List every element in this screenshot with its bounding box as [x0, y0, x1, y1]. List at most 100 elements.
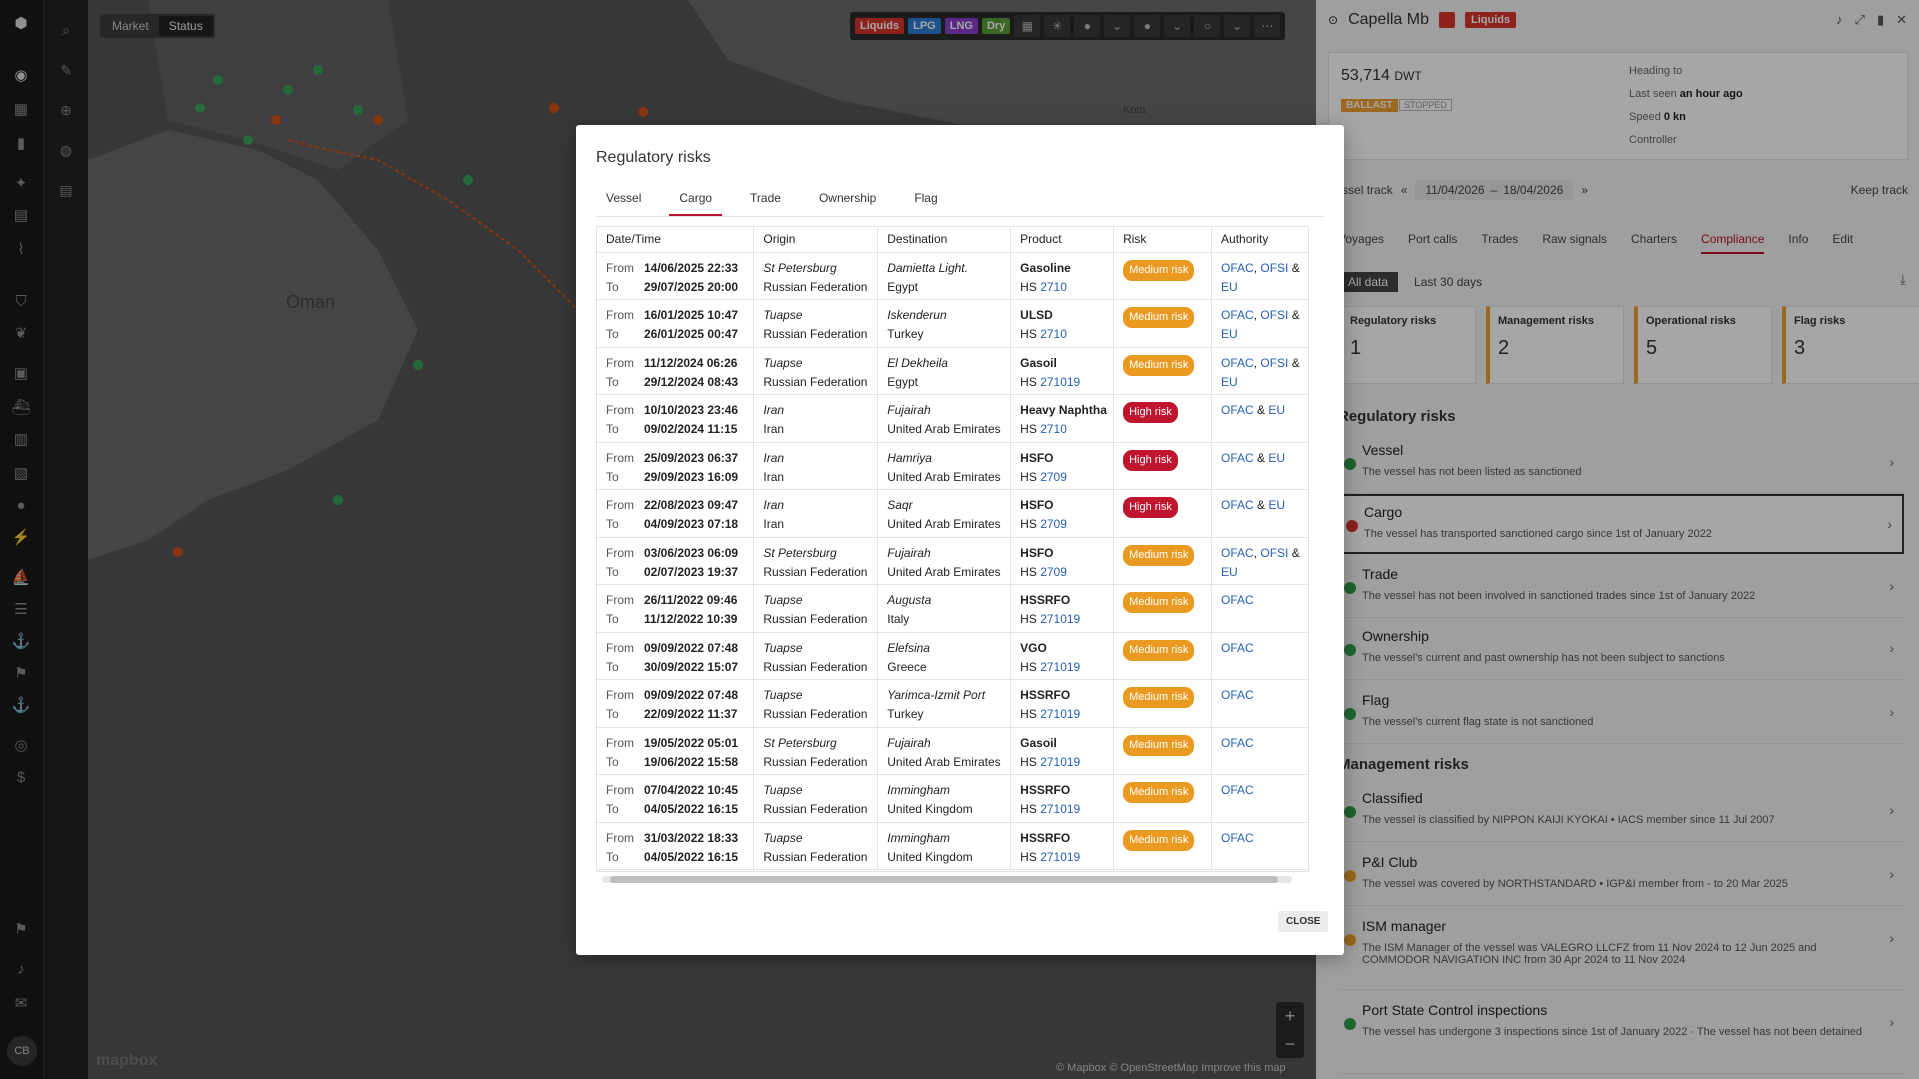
table-row[interactable]: From 09/09/2022 07:48 To 30/09/2022 15:07 Tu…: [597, 632, 1308, 680]
table-row[interactable]: From 11/12/2024 06:26 To 29/12/2024 08:43 Tu…: [597, 347, 1308, 395]
circle-icon[interactable]: ○: [1194, 15, 1221, 37]
hs-code-link[interactable]: 2710: [1040, 422, 1067, 436]
prev-week-icon[interactable]: «: [1400, 183, 1408, 197]
user-avatar[interactable]: CB: [7, 1036, 37, 1066]
modal-tab-ownership[interactable]: Ownership: [818, 191, 877, 205]
modal-tab-flag[interactable]: Flag: [914, 191, 938, 205]
chip-lng[interactable]: LNG: [944, 18, 978, 34]
target-icon[interactable]: ◎: [14, 737, 28, 754]
chip-dry[interactable]: Dry: [981, 18, 1011, 34]
leaf-icon[interactable]: ❦: [14, 325, 28, 342]
crane-icon[interactable]: ⚓: [11, 633, 31, 650]
flag-icon[interactable]: ⚑: [14, 921, 28, 938]
horizontal-scrollbar[interactable]: [602, 876, 1292, 883]
table-row[interactable]: From 10/10/2023 23:46 To 09/02/2024 11:15 Ir…: [597, 394, 1308, 443]
reg-item-cargo[interactable]: Cargo The vessel has transported sanction…: [1338, 494, 1904, 554]
authority-link[interactable]: OFAC: [1221, 735, 1254, 750]
authority-link[interactable]: OFSI: [1260, 308, 1289, 322]
map-attribution[interactable]: © Mapbox © OpenStreetMap Improve this ma…: [1056, 1062, 1286, 1074]
chevron-down-icon[interactable]: ⌄: [1164, 15, 1191, 37]
col-origin[interactable]: Origin: [753, 227, 879, 253]
hs-code-link[interactable]: 2709: [1040, 517, 1067, 531]
risk-card-management[interactable]: Management risks 2: [1486, 306, 1624, 384]
table-row[interactable]: From 16/01/2025 10:47 To 26/01/2025 00:47 Tu…: [597, 299, 1308, 348]
weather-icon[interactable]: ✳: [1044, 15, 1071, 37]
reg-item-trade[interactable]: Trade The vessel has not been involved in…: [1338, 558, 1904, 618]
grid-icon[interactable]: ▦: [1014, 15, 1041, 37]
filter-all-data[interactable]: All data: [1338, 272, 1399, 292]
bell-icon[interactable]: ♪: [17, 960, 25, 978]
status-red-icon[interactable]: ●: [1134, 15, 1161, 37]
search-icon[interactable]: ⌕: [62, 21, 70, 38]
chip-liquids[interactable]: Liquids: [855, 18, 905, 34]
authority-link[interactable]: EU: [1268, 450, 1286, 465]
layers-icon[interactable]: ▤: [59, 181, 73, 198]
track-date-range[interactable]: 11/04/2026–18/04/2026: [1415, 180, 1574, 200]
news-icon[interactable]: ▤: [13, 207, 29, 224]
authority-link[interactable]: OFAC: [1221, 355, 1254, 370]
radar-icon[interactable]: ◍: [59, 141, 73, 158]
dollar-icon[interactable]: $: [16, 768, 26, 786]
zoom-out-button[interactable]: −: [1284, 1033, 1296, 1054]
mgmt-item-psc-inspections[interactable]: Port State Control inspections The vessel…: [1338, 994, 1904, 1074]
more-icon[interactable]: ⋯: [1254, 15, 1281, 37]
tab-voyages[interactable]: Voyages: [1338, 232, 1385, 246]
chevron-down-icon[interactable]: ⌄: [1224, 15, 1251, 37]
tab-edit[interactable]: Edit: [1832, 232, 1854, 246]
tab-compliance[interactable]: Compliance: [1701, 232, 1765, 254]
authority-link[interactable]: EU: [1268, 498, 1286, 512]
zoom-in-button[interactable]: +: [1284, 1005, 1296, 1026]
authority-link[interactable]: OFAC: [1221, 783, 1254, 797]
hs-code-link[interactable]: 271019: [1040, 802, 1081, 816]
table-row[interactable]: From 09/09/2022 07:48 To 22/09/2022 11:37 Tu…: [597, 679, 1308, 728]
table-row[interactable]: From 03/06/2023 06:09 To 02/07/2023 19:37 St…: [597, 537, 1308, 585]
vessel-icon[interactable]: ⛵: [11, 569, 31, 586]
tab-raw-signals[interactable]: Raw signals: [1542, 232, 1608, 246]
authority-link[interactable]: OFAC: [1221, 450, 1254, 465]
filter-last-30-days[interactable]: Last 30 days: [1414, 275, 1483, 289]
anchor-icon[interactable]: ⚓: [11, 697, 31, 714]
chart-icon[interactable]: ⌇: [17, 241, 25, 258]
mgmt-item-ism-manager[interactable]: ISM manager The ISM Manager of the vessel…: [1338, 910, 1904, 990]
ledger-icon[interactable]: ▧: [13, 465, 29, 482]
dashboard-icon[interactable]: ▦: [13, 101, 29, 118]
vertical-scrollbar[interactable]: [1315, 226, 1323, 872]
hs-code-link[interactable]: 2709: [1040, 564, 1067, 579]
cargo-table-wrapper[interactable]: Date/Time Origin Destination Product Ris…: [596, 226, 1309, 872]
bolt-icon[interactable]: ⚡: [11, 529, 31, 546]
mgmt-item-classified[interactable]: Classified The vessel is classified by NI…: [1338, 782, 1904, 842]
authority-link[interactable]: OFSI: [1260, 355, 1289, 370]
tab-info[interactable]: Info: [1788, 232, 1809, 246]
modal-tab-cargo[interactable]: Cargo: [669, 191, 723, 216]
hs-code-link[interactable]: 271019: [1040, 849, 1081, 864]
hs-code-link[interactable]: 2710: [1040, 279, 1067, 294]
close-button[interactable]: CLOSE: [1278, 911, 1329, 932]
col-product[interactable]: Product: [1010, 227, 1115, 253]
col-risk[interactable]: Risk: [1113, 227, 1213, 253]
report-icon[interactable]: ▣: [13, 365, 29, 382]
col-destination[interactable]: Destination: [877, 227, 1012, 253]
table-row[interactable]: From 31/03/2022 18:33 To 04/05/2022 16:15 Tu…: [597, 822, 1308, 870]
toggle-status[interactable]: Status: [158, 16, 213, 36]
hs-code-link[interactable]: 271019: [1040, 612, 1081, 626]
tab-trades[interactable]: Trades: [1481, 232, 1519, 246]
authority-link[interactable]: EU: [1221, 564, 1238, 579]
hs-code-link[interactable]: 2709: [1040, 469, 1067, 484]
tab-port-calls[interactable]: Port calls: [1408, 232, 1458, 246]
reg-item-ownership[interactable]: Ownership The vessel's current and past o…: [1338, 620, 1904, 680]
crosshair-icon[interactable]: ⊕: [60, 101, 72, 118]
authority-link[interactable]: EU: [1221, 279, 1238, 294]
hs-code-link[interactable]: 2710: [1040, 327, 1067, 341]
authority-link[interactable]: OFAC: [1221, 830, 1254, 845]
table-row[interactable]: From 22/08/2023 09:47 To 04/09/2023 07:18 Ir…: [597, 489, 1308, 538]
building-icon[interactable]: ▥: [13, 431, 29, 448]
authority-link[interactable]: OFAC: [1221, 498, 1254, 512]
authority-link[interactable]: OFAC: [1221, 260, 1254, 275]
keep-track-toggle[interactable]: Keep track: [1850, 183, 1908, 197]
mgmt-item-pi-club[interactable]: P&I Club The vessel was covered by NORTHS…: [1338, 846, 1904, 906]
col-datetime[interactable]: Date/Time: [597, 227, 755, 253]
authority-link[interactable]: OFAC: [1221, 308, 1254, 322]
close-icon[interactable]: ✕: [1896, 12, 1907, 27]
hs-code-link[interactable]: 271019: [1040, 659, 1081, 674]
table-row[interactable]: From 26/11/2022 09:46 To 11/12/2022 10:39 Tu…: [597, 584, 1308, 633]
